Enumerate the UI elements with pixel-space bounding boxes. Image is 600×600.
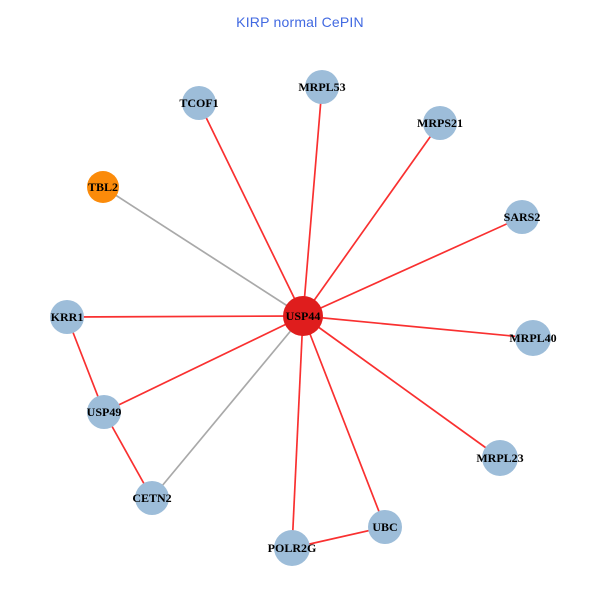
node-label-USP44: USP44 [286,309,321,323]
node-MRPL53 [305,70,339,104]
node-label-TBL2: TBL2 [88,180,118,194]
node-label-SARS2: SARS2 [504,210,541,224]
node-label-MRPL23: MRPL23 [476,451,523,465]
edge-USP44-TBL2 [102,186,304,317]
node-SARS2 [505,200,539,234]
node-label-MRPL40: MRPL40 [509,331,556,345]
node-MRPL40 [515,320,551,356]
node-label-USP49: USP49 [87,405,122,419]
node-UBC [368,510,402,544]
node-label-MRPL53: MRPL53 [298,80,345,94]
node-label-CETN2: CETN2 [132,491,171,505]
edge-USP44-UBC [302,315,386,528]
edge-USP44-USP49 [103,315,304,413]
node-MRPS21 [423,106,457,140]
edge-USP44-MRPL40 [302,315,534,339]
node-TBL2 [87,171,119,203]
edge-USP44-MRPS21 [302,122,441,317]
plot-title: KIRP normal CePIN [236,14,364,30]
node-label-TCOF1: TCOF1 [179,96,218,110]
edge-USP44-MRPL23 [302,315,501,459]
edge-USP44-POLR2G [291,315,304,549]
edge-USP44-MRPL53 [302,86,323,317]
node-MRPL23 [482,440,518,476]
node-label-KRR1: KRR1 [51,310,84,324]
label-layer: USP44 MRPL53 TCOF1 MRPS21 SARS2 MRPL40 MRPL23 U… [51,80,557,555]
node-POLR2G [274,530,310,566]
edge-USP44-KRR1 [66,315,304,318]
node-USP44 [283,296,323,336]
edge-USP44-TCOF1 [198,102,304,317]
node-TCOF1 [182,86,216,120]
node-KRR1 [50,300,84,334]
node-label-UBC: UBC [372,520,397,534]
edge-USP44-SARS2 [302,216,523,317]
node-label-POLR2G: POLR2G [268,541,317,555]
node-USP49 [87,395,121,429]
node-layer [50,70,551,566]
node-label-MRPS21: MRPS21 [417,116,463,130]
edge-USP44-CETN2 [151,315,304,499]
node-CETN2 [135,481,169,515]
